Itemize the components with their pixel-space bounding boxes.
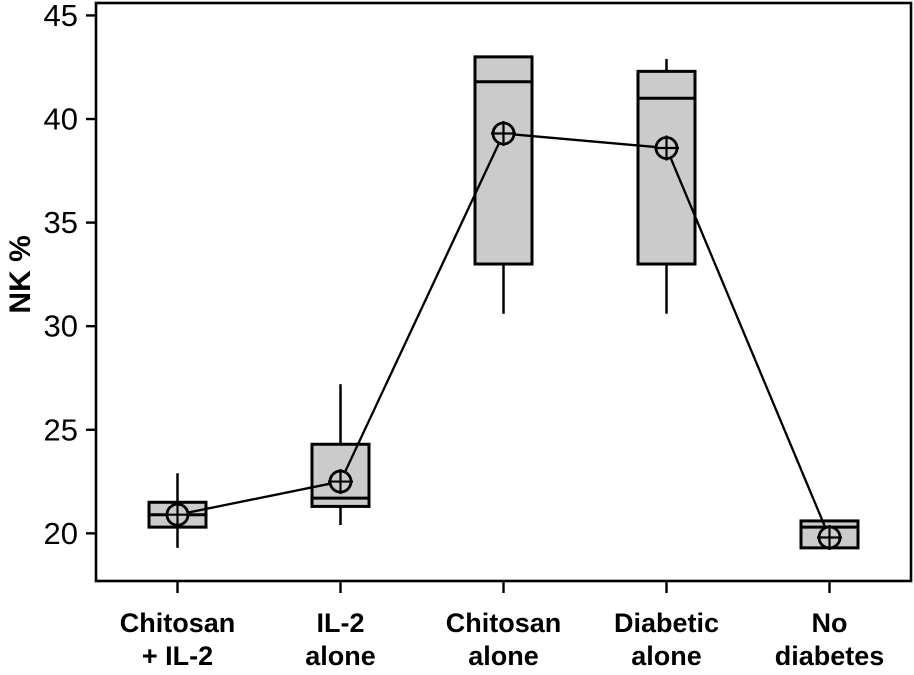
y-tick-label: 25 <box>44 412 78 447</box>
box-rect <box>636 69 697 266</box>
x-category-label: Diabetic <box>614 608 719 638</box>
y-tick-label: 35 <box>44 205 78 240</box>
x-category-label: alone <box>468 641 539 671</box>
x-category-label: diabetes <box>775 641 885 671</box>
y-axis-title: NK % <box>4 235 37 313</box>
x-category-label: Chitosan <box>446 608 562 638</box>
x-category-label: alone <box>305 641 376 671</box>
x-category-label: alone <box>631 641 702 671</box>
x-category-label: IL-2 <box>316 608 364 638</box>
x-category-label: Chitosan <box>120 608 236 638</box>
x-category-label: No <box>812 608 848 638</box>
x-category-label: + IL-2 <box>142 641 213 671</box>
y-tick-label: 45 <box>44 0 78 33</box>
y-tick-label: 40 <box>44 102 78 137</box>
y-tick-label: 30 <box>44 309 78 344</box>
box-rect <box>473 55 534 266</box>
y-tick-label: 20 <box>44 516 78 551</box>
